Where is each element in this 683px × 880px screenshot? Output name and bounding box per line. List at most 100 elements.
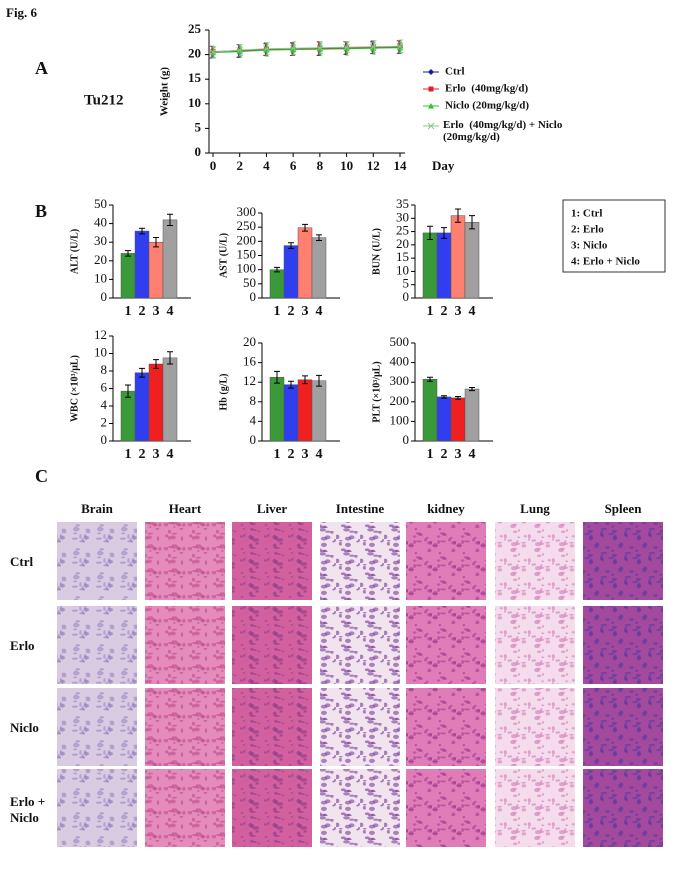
bar — [269, 377, 285, 442]
histology-texture — [145, 522, 225, 600]
error-bar — [125, 384, 131, 398]
row-label-box: Erlo — [10, 638, 35, 653]
marker — [428, 103, 434, 109]
error-bar — [372, 40, 377, 54]
x-tick-label: 2 — [288, 447, 295, 462]
x-tick-label: 4 — [167, 447, 174, 462]
series-line — [212, 47, 401, 54]
error-bar — [238, 44, 243, 56]
marker — [343, 43, 350, 51]
marker — [369, 43, 377, 51]
error-bar — [316, 374, 322, 387]
histology-texture — [232, 522, 312, 600]
error-bar — [319, 41, 324, 55]
error-bar — [288, 380, 294, 389]
cell-line-label: Tu212 — [84, 92, 123, 108]
error-bar — [167, 351, 173, 365]
histology-texture — [495, 769, 575, 847]
error-bar — [139, 367, 145, 378]
y-tick-label: 200 — [390, 393, 410, 408]
y-tick-label: 40 — [94, 215, 107, 230]
x-tick-label: 2 — [441, 304, 448, 319]
error-bar — [139, 227, 145, 235]
y-tick-label: 0 — [250, 432, 257, 447]
row-label-box: Ctrl — [10, 554, 33, 569]
y-tick-label: 20 — [188, 46, 201, 61]
y-tick-label: 10 — [396, 262, 409, 277]
bar-key-item: 2: Erlo — [571, 224, 604, 236]
x-tick-label: 4 — [469, 304, 476, 319]
row-label: Erlo — [10, 638, 35, 653]
y-tick-label: 250 — [237, 218, 257, 233]
y-tick-label: 30 — [396, 209, 409, 224]
histology-texture — [406, 688, 486, 766]
legend-label: Erlo (40mg/kg/d) — [445, 83, 528, 95]
histology-texture — [145, 606, 225, 684]
x-tick-label: 4 — [316, 304, 323, 319]
x-tick-label: 2 — [441, 447, 448, 462]
y-tick-label: 2 — [101, 414, 108, 429]
y-tick-label: 100 — [237, 261, 257, 276]
y-tick-label: 5 — [403, 276, 410, 291]
y-tick-label: 15 — [188, 70, 202, 85]
error-bar — [302, 375, 308, 385]
error-bar — [153, 237, 159, 248]
x-tick-label: 2 — [288, 304, 295, 319]
row-label-box: Erlo + Niclo — [10, 794, 45, 825]
y-tick-label: 10 — [94, 344, 107, 359]
y-tick-label: 25 — [396, 223, 409, 238]
y-tick-label: 5 — [195, 119, 202, 134]
x-tick-label: 10 — [340, 158, 353, 173]
error-bar — [345, 41, 350, 54]
histology-texture — [57, 769, 137, 847]
y-tick-label: 8 — [250, 393, 257, 408]
y-tick-label: 30 — [94, 233, 107, 248]
x-tick-label: 1 — [427, 304, 434, 319]
error-bar — [288, 242, 294, 249]
column-label: Heart — [169, 501, 202, 516]
bar — [464, 388, 480, 442]
histology-texture — [57, 606, 137, 684]
y-tick-label: 0 — [250, 289, 257, 304]
bar — [162, 219, 178, 299]
legend-label: Erlo (40mg/kg/d) + Niclo (20mg/kg/d) — [443, 119, 566, 143]
legend-label: Niclo (20mg/kg/d) — [445, 100, 529, 112]
histology-texture — [406, 606, 486, 684]
histology-texture — [57, 688, 137, 766]
y-tick-label: 8 — [101, 362, 108, 377]
y-axis-label: AST (U/L) — [218, 233, 229, 278]
panel-letter: C — [35, 466, 48, 486]
bar — [297, 379, 313, 442]
error-bar — [441, 395, 447, 399]
column-label: kidney — [427, 501, 465, 516]
marker — [396, 42, 404, 50]
error-bar — [292, 41, 297, 55]
x-tick-label: 3 — [455, 304, 462, 319]
y-tick-label: 20 — [94, 252, 107, 267]
column-label: Spleen — [605, 501, 643, 516]
marker — [428, 86, 434, 92]
y-tick-label: 0 — [101, 432, 108, 447]
x-tick-label: 1 — [274, 304, 281, 319]
y-tick-label: 500 — [390, 334, 410, 349]
bar — [436, 396, 452, 442]
bar — [134, 372, 150, 442]
panel-letter: A — [35, 58, 48, 78]
marker — [316, 44, 324, 52]
error-bar — [399, 39, 404, 54]
bar — [148, 363, 164, 442]
y-tick-label: 0 — [403, 432, 410, 447]
x-tick-label: 3 — [455, 447, 462, 462]
bar-key-item: 3: Niclo — [571, 240, 608, 252]
x-tick-label: 4 — [167, 304, 174, 319]
y-tick-label: 0 — [403, 289, 410, 304]
bar — [269, 269, 285, 299]
marker — [236, 46, 244, 54]
histology-texture — [583, 522, 663, 600]
column-label: Lung — [520, 501, 550, 516]
y-tick-label: 400 — [390, 354, 410, 369]
legend-label-box: Erlo (40mg/kg/d) + Niclo (20mg/kg/d) — [443, 119, 566, 143]
y-tick-label: 10 — [94, 270, 107, 285]
x-tick-label: 3 — [153, 304, 160, 319]
y-tick-label: 0 — [101, 289, 108, 304]
